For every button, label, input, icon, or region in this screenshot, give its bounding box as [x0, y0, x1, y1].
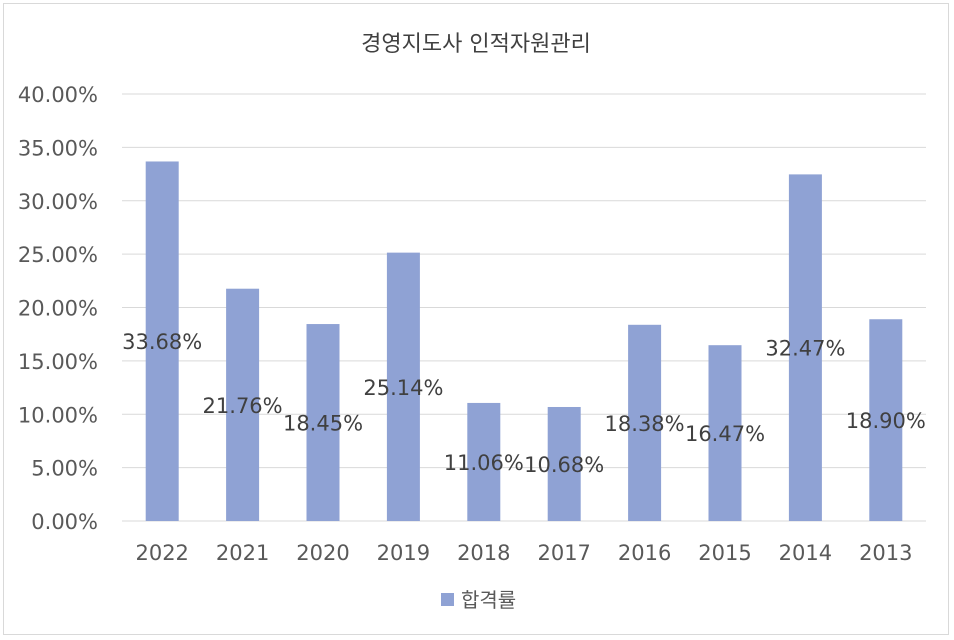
bar-2020	[306, 324, 340, 521]
y-tick-label: 25.00%	[18, 243, 98, 267]
legend: 합격률	[441, 588, 516, 612]
y-tick-label: 35.00%	[18, 136, 98, 160]
x-tick-label: 2017	[537, 541, 590, 565]
data-label-2014: 32.47%	[765, 337, 845, 361]
bar-2019	[386, 252, 420, 521]
y-tick-label: 5.00%	[31, 457, 98, 481]
y-tick-label: 40.00%	[18, 83, 98, 107]
legend-label: 합격률	[461, 588, 516, 612]
y-tick-label: 20.00%	[18, 297, 98, 321]
data-label-2013: 18.90%	[846, 409, 926, 433]
data-label-2020: 18.45%	[283, 412, 363, 436]
chart-title: 경영지도사 인적자원관리	[361, 32, 591, 57]
data-label-2022: 33.68%	[122, 330, 202, 354]
y-axis-ticks: 0.00% 5.00% 10.00% 15.00% 20.00% 25.00% 30.00%…	[18, 83, 98, 534]
bar-2021	[226, 288, 260, 521]
x-tick-label: 2021	[216, 541, 269, 565]
bars	[145, 161, 903, 521]
x-tick-label: 2019	[377, 541, 430, 565]
x-axis-ticks: 2022 2021 2020 2019 2018 2017 2016 2015 2014 2013	[135, 541, 912, 565]
bar-2015	[708, 345, 742, 521]
data-label-2019: 25.14%	[363, 376, 443, 400]
legend-swatch	[441, 593, 454, 606]
data-label-2017: 10.68%	[524, 453, 604, 477]
x-tick-label: 2016	[618, 541, 671, 565]
x-tick-label: 2022	[135, 541, 188, 565]
bar-2016	[628, 324, 662, 521]
bar-2014	[788, 174, 822, 521]
x-tick-label: 2014	[779, 541, 832, 565]
data-label-2015: 16.47%	[685, 422, 765, 446]
bar-2017	[547, 406, 581, 521]
x-tick-label: 2018	[457, 541, 510, 565]
y-tick-label: 0.00%	[31, 510, 98, 534]
bar-2018	[467, 402, 501, 521]
bar-2013	[869, 319, 903, 521]
x-tick-label: 2020	[296, 541, 349, 565]
data-labels: 33.68% 21.76%18.45%25.14% 11.06% 10.68%18.3…	[122, 330, 926, 477]
data-label-2016: 18.38%	[605, 412, 685, 436]
data-label-2021: 21.76%	[203, 394, 283, 418]
bar-2022	[145, 161, 179, 521]
y-tick-label: 10.00%	[18, 403, 98, 427]
y-tick-label: 15.00%	[18, 350, 98, 374]
x-tick-label: 2015	[698, 541, 751, 565]
data-label-2018: 11.06%	[444, 451, 524, 475]
y-tick-label: 30.00%	[18, 190, 98, 214]
x-tick-label: 2013	[859, 541, 912, 565]
